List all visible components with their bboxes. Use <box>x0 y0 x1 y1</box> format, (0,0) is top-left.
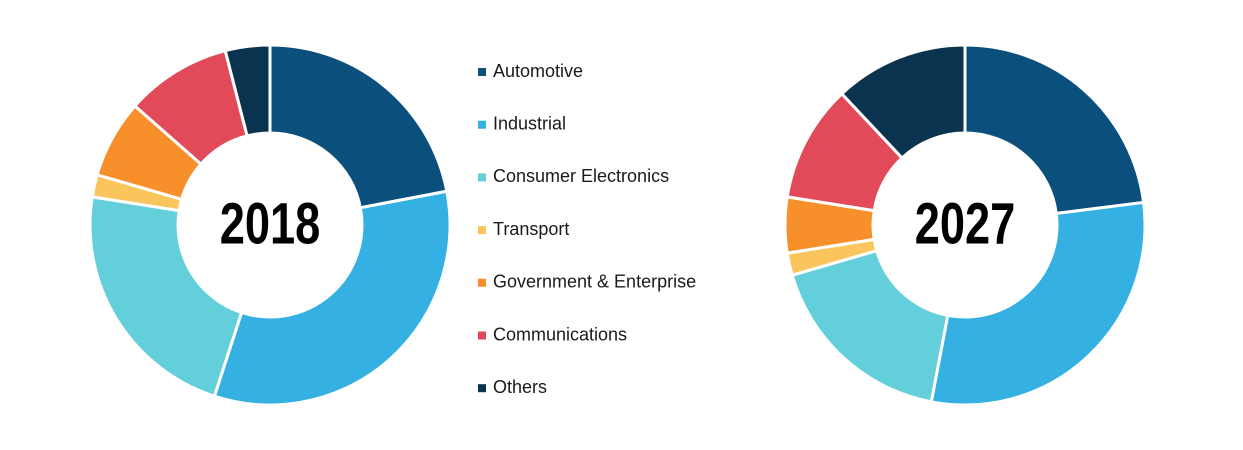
donut-slice <box>963 43 1146 216</box>
legend-swatch <box>478 120 486 129</box>
legend-swatch <box>478 173 486 182</box>
legend-swatch <box>478 278 486 287</box>
donut-slice <box>88 195 244 399</box>
donut-slice <box>268 43 449 210</box>
legend-label: Others <box>493 377 547 397</box>
legend-label: Transport <box>493 219 569 239</box>
legend-swatch <box>478 384 486 393</box>
donut-slice <box>223 43 272 138</box>
legend-label: Consumer Electronics <box>493 166 669 186</box>
donut-slice <box>790 248 950 404</box>
legend-swatch <box>478 226 486 235</box>
legend-swatch <box>478 331 486 340</box>
donut-slice <box>929 200 1147 407</box>
donut-slice <box>212 189 452 407</box>
legend-label: Industrial <box>493 113 566 133</box>
legend-swatch <box>478 68 486 76</box>
legend-label: Communications <box>493 324 627 344</box>
center-label: 2018 <box>220 192 321 257</box>
legend-label: Automotive <box>493 61 583 81</box>
donut-slice <box>839 43 967 161</box>
center-label: 2027 <box>915 192 1016 257</box>
legend-label: Government & Enterprise <box>493 272 696 292</box>
